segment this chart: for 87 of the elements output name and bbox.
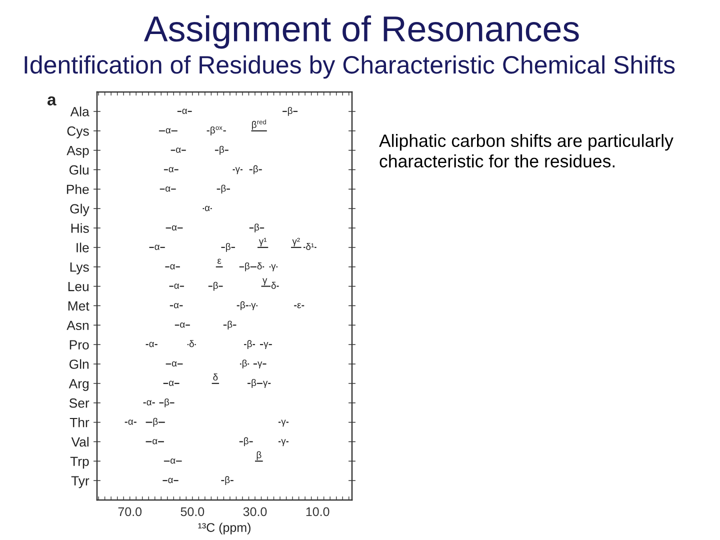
y-tick-label: Gly — [70, 204, 90, 216]
text: α — [154, 244, 160, 250]
text: β — [256, 451, 262, 460]
y-tick-label: Gln — [69, 359, 89, 369]
series-label: γ² — [292, 238, 300, 246]
text: γ — [264, 342, 268, 349]
y-tick-label: Pro — [70, 340, 89, 350]
text: α — [146, 400, 152, 406]
text: α — [180, 322, 185, 328]
text: γ — [281, 439, 286, 446]
chart-subtitle: Identification of Residues by Characteristic Chemical Shifts — [24, 55, 675, 79]
text: α — [204, 206, 210, 212]
x-tick-label: 10.0 — [306, 507, 330, 516]
text: β — [228, 320, 232, 330]
y-tick-label: Ile — [76, 242, 89, 252]
text: β — [225, 476, 230, 485]
series-label: γ — [235, 167, 240, 174]
text: β — [245, 262, 250, 272]
text: β — [226, 243, 230, 252]
text: β — [240, 301, 245, 310]
series-label: γ¹ — [258, 238, 267, 246]
x-tick-label: 30.0 — [243, 507, 267, 516]
y-tick-label: Glu — [69, 164, 88, 175]
text: α — [174, 303, 179, 308]
text: α — [168, 167, 174, 172]
text: α — [152, 439, 158, 444]
text: β — [254, 165, 258, 174]
x-axis-title: ¹³C (ppm) — [198, 522, 250, 534]
series-label: δ — [189, 340, 194, 348]
y-tick-label: Lys — [70, 262, 89, 274]
chart-title: Assignment of Resonances — [144, 15, 579, 49]
text: α — [166, 186, 170, 192]
text: β — [164, 398, 170, 408]
y-tick-label: Trp — [70, 456, 89, 469]
text: α — [149, 342, 154, 348]
text: α — [128, 420, 134, 425]
text: β — [254, 224, 260, 232]
text: δ — [257, 262, 262, 270]
series-label: β — [221, 184, 226, 194]
y-tick-label: Leu — [68, 282, 88, 292]
text: β — [153, 418, 158, 427]
text: α — [174, 284, 180, 289]
text: β — [220, 146, 224, 155]
text: γ — [262, 278, 268, 286]
y-tick-label: Arg — [68, 379, 89, 391]
text: β — [214, 282, 218, 291]
text: β — [247, 340, 252, 349]
text: a — [47, 96, 56, 106]
text: γ — [251, 303, 256, 310]
text: γ — [263, 380, 268, 388]
text: Aliphatic carbon shifts are particularly characteristic for the residues. — [379, 134, 674, 168]
x-tick-label: 70.0 — [118, 507, 142, 516]
x-tick-label: 50.0 — [180, 507, 204, 516]
y-tick-label: Asn — [66, 320, 89, 330]
series-label: β$^{ox}$ — [210, 126, 222, 136]
text: α — [168, 478, 173, 484]
text: β — [288, 107, 292, 116]
text: α — [170, 264, 176, 270]
text: α — [170, 458, 176, 464]
text: α — [176, 148, 181, 153]
y-tick-label: Val — [71, 436, 88, 447]
y-tick-label: Met — [68, 301, 90, 311]
text: β — [244, 437, 248, 446]
text: ε — [218, 258, 222, 264]
y-tick-label: Thr — [70, 418, 90, 428]
text: α — [182, 108, 188, 114]
series-label: β$^{red}$ — [252, 119, 266, 130]
series-label: α — [166, 128, 171, 134]
text: β — [242, 360, 247, 368]
y-tick-label: Tyr — [71, 476, 90, 488]
text: γ — [271, 264, 276, 272]
text: δ — [271, 282, 276, 289]
text: α — [172, 361, 177, 367]
y-tick-label: Phe — [66, 184, 89, 194]
text: α — [168, 380, 174, 386]
y-tick-label: Ala — [70, 106, 90, 116]
text: γ — [258, 361, 262, 368]
text: γ — [281, 420, 286, 427]
text: α — [172, 225, 177, 231]
series-label: ε — [297, 303, 302, 308]
y-tick-label: Cys — [67, 126, 89, 138]
y-tick-label: Ser — [69, 398, 90, 408]
text: δ — [213, 374, 218, 380]
series-label: δ¹ — [306, 243, 314, 250]
y-tick-label: His — [71, 223, 89, 233]
y-tick-label: Asp — [66, 146, 89, 158]
text: β — [252, 379, 256, 388]
